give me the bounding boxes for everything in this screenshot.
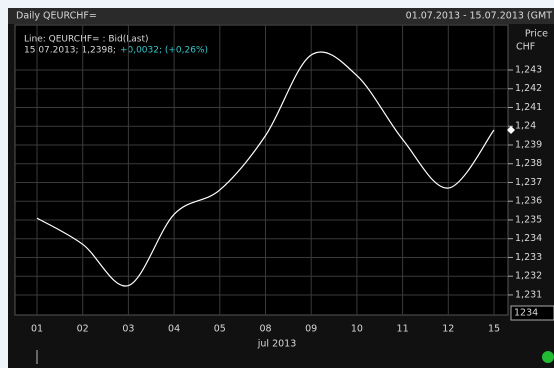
x-tick-label: 11 [397, 324, 409, 335]
x-tick-label: 12 [442, 324, 454, 335]
y-tick-label: 1,238 [515, 158, 542, 169]
y-tick-label: 1,243 [515, 64, 542, 75]
x-tick-label: 09 [305, 324, 317, 335]
x-tick-label: 02 [77, 324, 89, 335]
x-tick-label: 15 [488, 324, 500, 335]
y-axis-unit: CHF [516, 42, 535, 53]
y-tick-label: 1,237 [515, 177, 542, 188]
date-range: 01.07.2013 - 15.07.2013 (GMT [406, 11, 553, 22]
x-tick-label: 03 [122, 324, 134, 335]
x-tick-label: 05 [214, 324, 226, 335]
plot-area [14, 24, 509, 316]
status-dot [542, 351, 554, 363]
x-tick-label: 01 [31, 324, 43, 335]
price-line [36, 51, 495, 287]
chart-title: Daily QEURCHF= [16, 11, 97, 22]
y-tick-label: 1,233 [515, 252, 542, 263]
x-tick-label: 04 [168, 324, 180, 335]
x-tick-label: 08 [259, 324, 271, 335]
cursor-box [510, 305, 554, 321]
y-tick-label: 1,241 [515, 102, 542, 113]
x-tick-label: 10 [351, 324, 363, 335]
y-tick-label: 1,236 [515, 196, 542, 207]
y-tick-label: 1,235 [515, 214, 542, 225]
y-tick-label: 1,239 [515, 139, 542, 150]
header-bar [8, 8, 554, 24]
y-tick-label: 1,24 [515, 121, 536, 132]
legend-line: Line: QEURCHF= : Bid(Last) [24, 35, 149, 45]
y-axis-label: Price [525, 29, 548, 40]
y-tick-label: 1,234 [515, 233, 542, 244]
legend-values: 15.07.2013; 1,2398; [24, 46, 116, 56]
x-axis-label: jul 2013 [257, 339, 297, 350]
y-tick-label: 1,242 [515, 83, 542, 94]
legend-change: +0,0032; (+0,26%) [120, 46, 208, 56]
last-value-marker [507, 125, 515, 134]
y-tick-label: 1,231 [515, 289, 542, 300]
y-tick-label: 1,232 [515, 271, 542, 282]
cursor-label: 1234 [514, 308, 538, 319]
